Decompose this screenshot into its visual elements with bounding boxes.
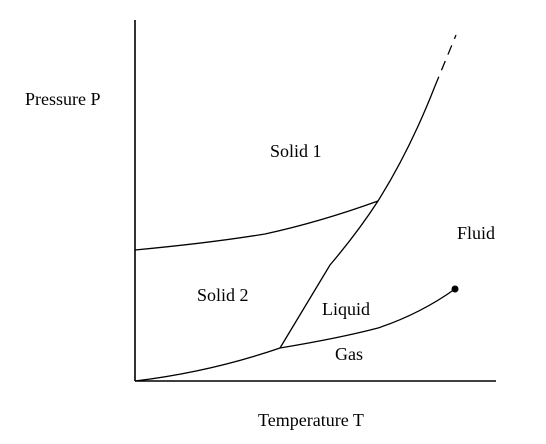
- melting-curve: [377, 85, 436, 202]
- region-gas-label: Gas: [335, 344, 363, 364]
- solid2-liquid-boundary: [279, 200, 379, 349]
- critical-point: [451, 285, 459, 293]
- melting-curve-extension: [434, 34, 457, 87]
- x-axis-label: Temperature T: [258, 410, 364, 430]
- sublimation-curve: [134, 347, 281, 382]
- region-solid-2-label: Solid 2: [197, 285, 249, 305]
- region-fluid-label: Fluid: [457, 223, 496, 243]
- region-liquid-label: Liquid: [322, 299, 370, 319]
- vaporization-curve: [279, 288, 456, 349]
- solid1-solid2-boundary: [134, 200, 379, 251]
- y-axis-label: Pressure P: [25, 89, 101, 109]
- region-solid-1-label: Solid 1: [270, 141, 322, 161]
